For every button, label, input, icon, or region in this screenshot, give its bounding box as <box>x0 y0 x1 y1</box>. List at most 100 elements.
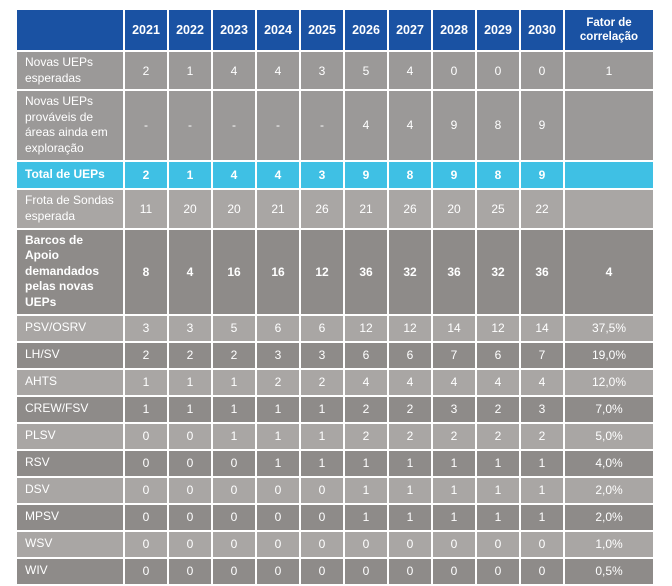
value-cell: 3 <box>433 396 475 422</box>
value-cell: 3 <box>521 396 563 422</box>
factor-cell <box>565 91 653 160</box>
table-row: AHTS 1 1 1 2 2 4 4 4 4 4 12,0% <box>17 369 653 395</box>
value-cell: 0 <box>125 450 167 476</box>
value-cell: 0 <box>169 450 211 476</box>
row-label-cell: Novas UEPs esperadas <box>17 52 123 90</box>
value-cell: 2 <box>257 369 299 395</box>
value-cell: 8 <box>125 229 167 314</box>
value-cell: 0 <box>125 531 167 557</box>
value-cell: 1 <box>433 450 475 476</box>
value-cell: 12 <box>477 315 519 341</box>
value-cell: 6 <box>301 315 343 341</box>
value-cell: 4 <box>345 369 387 395</box>
value-cell: 0 <box>521 52 563 90</box>
value-cell: 9 <box>345 161 387 188</box>
value-cell: 0 <box>477 531 519 557</box>
value-cell: 1 <box>477 477 519 503</box>
value-cell: 2 <box>389 396 431 422</box>
value-cell: 1 <box>257 423 299 449</box>
value-cell: 3 <box>301 161 343 188</box>
value-cell: 0 <box>345 531 387 557</box>
value-cell: 20 <box>433 189 475 228</box>
value-cell: 4 <box>389 369 431 395</box>
value-cell: 2 <box>301 369 343 395</box>
value-cell: 0 <box>125 558 167 584</box>
value-cell: 14 <box>433 315 475 341</box>
value-cell: 4 <box>389 52 431 90</box>
value-cell: 1 <box>169 52 211 90</box>
value-cell: 1 <box>389 477 431 503</box>
value-cell: 21 <box>345 189 387 228</box>
value-cell: 1 <box>389 504 431 530</box>
value-cell: 1 <box>477 450 519 476</box>
row-label-cell: Total de UEPs <box>17 161 123 188</box>
value-cell: 1 <box>169 369 211 395</box>
value-cell: 0 <box>125 504 167 530</box>
value-cell: 7 <box>433 342 475 368</box>
value-cell: 32 <box>477 229 519 314</box>
value-cell: 0 <box>389 558 431 584</box>
value-cell: 9 <box>433 161 475 188</box>
value-cell: 0 <box>213 558 255 584</box>
value-cell: 1 <box>125 369 167 395</box>
value-cell: 26 <box>389 189 431 228</box>
value-cell: 0 <box>301 531 343 557</box>
value-cell: 0 <box>213 477 255 503</box>
value-cell: 36 <box>433 229 475 314</box>
value-cell: 1 <box>521 477 563 503</box>
value-cell: 1 <box>433 504 475 530</box>
value-cell: 0 <box>213 504 255 530</box>
value-cell: 1 <box>477 504 519 530</box>
value-cell: 12 <box>301 229 343 314</box>
value-cell: - <box>257 91 299 160</box>
value-cell: 3 <box>257 342 299 368</box>
value-cell: 1 <box>521 450 563 476</box>
year-header: 2026 <box>345 10 387 50</box>
value-cell: 0 <box>477 558 519 584</box>
value-cell: 16 <box>213 229 255 314</box>
value-cell: 0 <box>433 52 475 90</box>
value-cell: 16 <box>257 229 299 314</box>
value-cell: 0 <box>257 558 299 584</box>
value-cell: 12 <box>345 315 387 341</box>
value-cell: 2 <box>125 161 167 188</box>
value-cell: 1 <box>389 450 431 476</box>
value-cell: 20 <box>213 189 255 228</box>
row-label-cell: RSV <box>17 450 123 476</box>
value-cell: 0 <box>477 52 519 90</box>
value-cell: 4 <box>257 52 299 90</box>
value-cell: 3 <box>301 52 343 90</box>
table-row: DSV 0 0 0 0 0 1 1 1 1 1 2,0% <box>17 477 653 503</box>
value-cell: 0 <box>125 423 167 449</box>
row-label-cell: PLSV <box>17 423 123 449</box>
value-cell: 4 <box>213 161 255 188</box>
value-cell: 1 <box>345 450 387 476</box>
value-cell: 21 <box>257 189 299 228</box>
value-cell: 2 <box>169 342 211 368</box>
value-cell: 2 <box>125 342 167 368</box>
year-header: 2030 <box>521 10 563 50</box>
table-row: WSV 0 0 0 0 0 0 0 0 0 0 1,0% <box>17 531 653 557</box>
value-cell: 4 <box>389 91 431 160</box>
table-row: MPSV 0 0 0 0 0 1 1 1 1 1 2,0% <box>17 504 653 530</box>
value-cell: 1 <box>521 504 563 530</box>
table-row: CREW/FSV 1 1 1 1 1 2 2 3 2 3 7,0% <box>17 396 653 422</box>
year-header: 2021 <box>125 10 167 50</box>
value-cell: 26 <box>301 189 343 228</box>
table-row: RSV 0 0 0 1 1 1 1 1 1 1 4,0% <box>17 450 653 476</box>
year-header: 2022 <box>169 10 211 50</box>
value-cell: 4 <box>213 52 255 90</box>
row-label-cell: PSV/OSRV <box>17 315 123 341</box>
value-cell: 2 <box>477 423 519 449</box>
factor-cell: 37,5% <box>565 315 653 341</box>
row-label-cell: WSV <box>17 531 123 557</box>
value-cell: 1 <box>213 396 255 422</box>
value-cell: 4 <box>433 369 475 395</box>
value-cell: 0 <box>257 531 299 557</box>
row-label-cell: Barcos de Apoio demandados pelas novas U… <box>17 229 123 314</box>
uep-support-vessel-forecast-table: 2021 2022 2023 2024 2025 2026 2027 2028 2029 2030… <box>15 8 655 586</box>
value-cell: 2 <box>345 423 387 449</box>
value-cell: 8 <box>477 161 519 188</box>
table-row: Barcos de Apoio demandados pelas novas U… <box>17 229 653 314</box>
factor-cell: 4,0% <box>565 450 653 476</box>
